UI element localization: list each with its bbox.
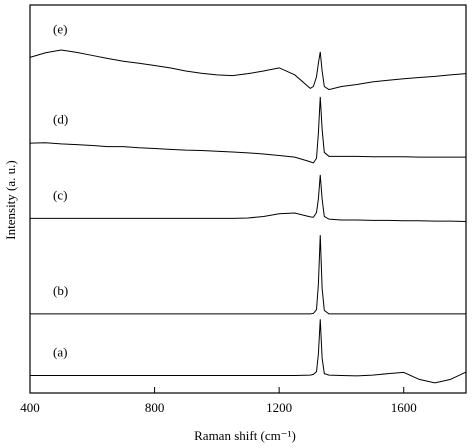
- series-label: (e): [53, 22, 67, 37]
- spectrum-line: [29, 49, 467, 91]
- spectrum-line: [30, 235, 466, 315]
- x-tick-label: 1600: [391, 400, 417, 415]
- x-tick-label: 800: [145, 400, 165, 415]
- series-label: (d): [53, 112, 68, 127]
- y-axis-label: Intensity (a. u.): [3, 160, 18, 239]
- plot-frame: [29, 4, 467, 394]
- spectrum-line: [30, 319, 467, 384]
- series-label: (b): [53, 283, 68, 298]
- x-axis-label: Raman shift (cm⁻¹): [194, 428, 296, 443]
- spectrum-line: [30, 174, 467, 223]
- series-label: (a): [53, 345, 67, 360]
- x-tick-label: 1200: [266, 400, 292, 415]
- x-tick-label: 400: [20, 400, 40, 415]
- series-label: (c): [53, 187, 67, 202]
- spectrum-line: [29, 96, 466, 164]
